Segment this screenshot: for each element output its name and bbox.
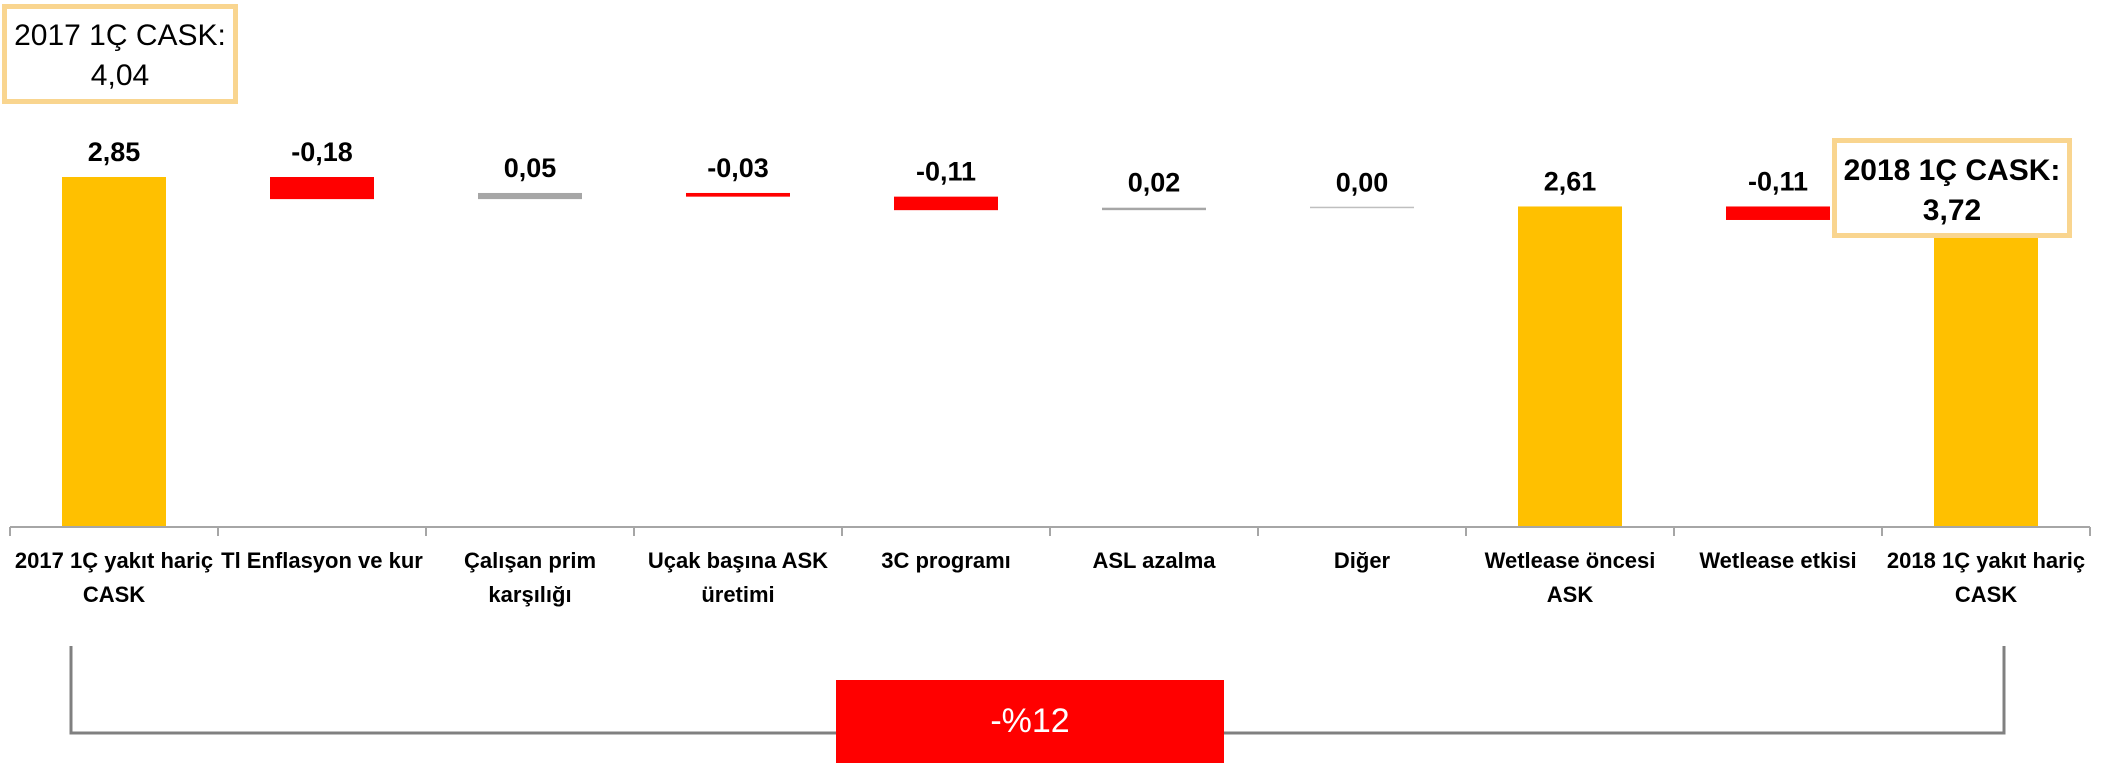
category-label-9: 2018 1Ç yakıt hariç CASK <box>1887 548 2085 607</box>
category-label-5: ASL azalma <box>1092 548 1216 573</box>
category-label-3: Uçak başına ASK üretimi <box>648 548 828 607</box>
value-label-7: 2,61 <box>1544 166 1597 196</box>
value-label-1: -0,18 <box>291 137 353 167</box>
value-label-2: 0,05 <box>504 153 557 183</box>
value-label-0: 2,85 <box>88 137 141 167</box>
bar-8 <box>1726 206 1830 220</box>
bar-6 <box>1310 206 1414 209</box>
bar-4 <box>894 196 998 211</box>
category-label-2: Çalışan prim karşılığı <box>464 548 596 607</box>
callout-2017-cask: 2017 1Ç CASK: 4,04 <box>2 4 238 104</box>
category-label-7: Wetlease öncesi ASK <box>1485 548 1656 607</box>
change-percent-badge: -%12 <box>836 680 1224 763</box>
category-label-6: Diğer <box>1334 548 1391 573</box>
callout-2017-value: 4,04 <box>90 59 150 92</box>
x-axis-ticks <box>9 527 2091 536</box>
bar-2 <box>478 192 582 200</box>
category-label-4: 3C programı <box>881 548 1011 573</box>
category-label-1: Tl Enflasyon ve kur <box>221 548 423 573</box>
value-label-4: -0,11 <box>916 157 976 187</box>
bars-group <box>62 177 2038 527</box>
callout-2018-cask: 2018 1Ç CASK: 3,72 <box>1832 138 2072 238</box>
callout-2018-title: 2018 1Ç CASK: <box>1843 154 2061 187</box>
bar-9 <box>1934 219 2038 527</box>
category-label-0: 2017 1Ç yakıt hariç CASK <box>15 548 213 607</box>
bar-0 <box>62 177 166 527</box>
value-labels-group: 2,85 -0,18 0,05 -0,03 -0,11 0,02 0,00 2,61 -0,11… <box>88 137 2013 210</box>
category-label-8: Wetlease etkisi <box>1699 548 1856 573</box>
bar-3 <box>686 192 790 197</box>
value-label-5: 0,02 <box>1128 168 1181 198</box>
value-label-6: 0,00 <box>1336 168 1389 198</box>
bar-1 <box>270 177 374 200</box>
value-label-8: -0,11 <box>1748 166 1808 196</box>
callout-2018-value: 3,72 <box>1922 194 1982 227</box>
bar-5 <box>1102 207 1206 211</box>
callout-2017-title: 2017 1Ç CASK: <box>14 19 226 52</box>
bar-7 <box>1518 206 1622 527</box>
category-labels-group: 2017 1Ç yakıt hariç CASK Tl Enflasyon ve k… <box>15 548 2085 607</box>
value-label-3: -0,03 <box>707 153 769 183</box>
